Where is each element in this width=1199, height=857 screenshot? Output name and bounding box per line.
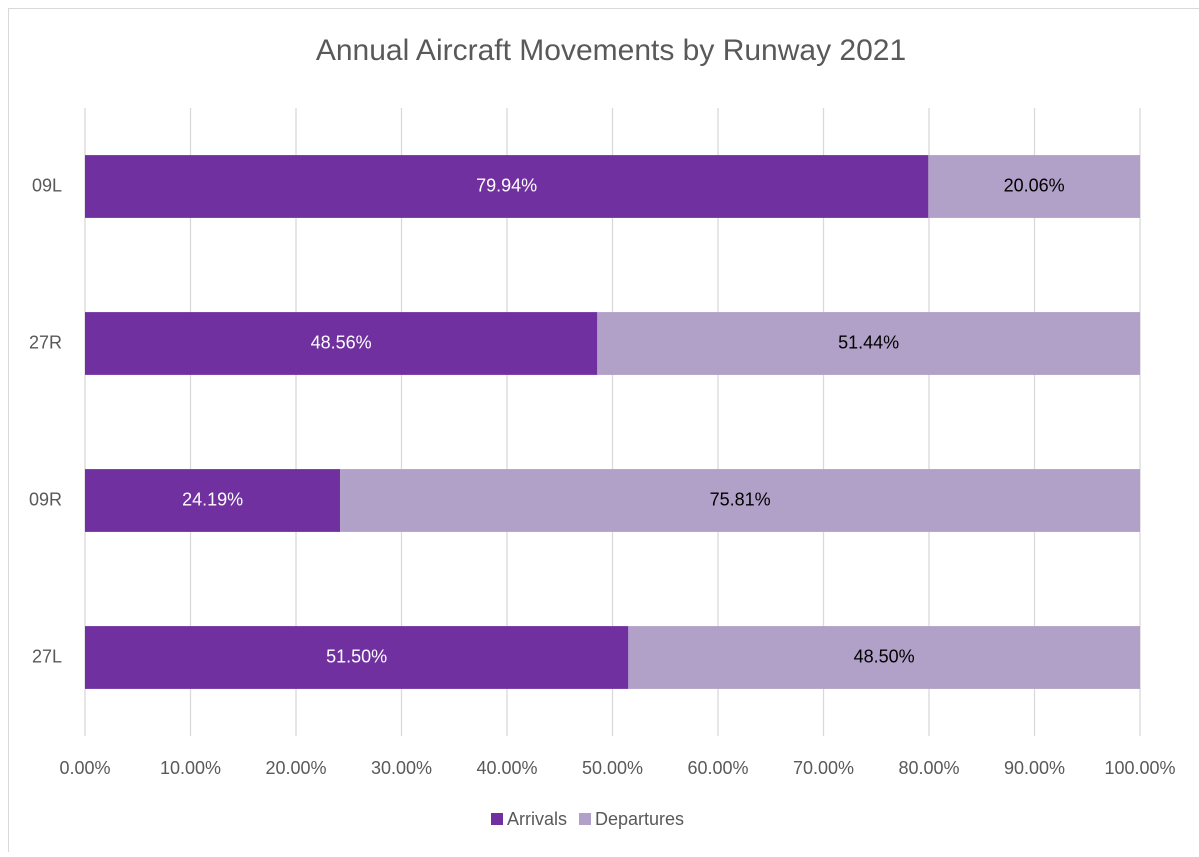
x-tick-label: 70.00% — [793, 758, 854, 778]
legend-label: Departures — [595, 809, 684, 829]
y-tick-label: 09R — [29, 489, 62, 509]
y-tick-label: 27L — [32, 646, 62, 666]
x-tick-label: 10.00% — [160, 758, 221, 778]
legend-swatch — [579, 813, 591, 825]
data-label: 79.94% — [476, 175, 537, 195]
x-tick-label: 100.00% — [1104, 758, 1175, 778]
x-tick-label: 90.00% — [1004, 758, 1065, 778]
x-tick-label: 80.00% — [898, 758, 959, 778]
x-tick-label: 20.00% — [265, 758, 326, 778]
data-label: 20.06% — [1004, 175, 1065, 195]
x-tick-label: 0.00% — [59, 758, 110, 778]
data-label: 48.50% — [854, 646, 915, 666]
data-label: 24.19% — [182, 489, 243, 509]
x-tick-label: 30.00% — [371, 758, 432, 778]
data-label: 51.44% — [838, 332, 899, 352]
y-tick-label: 09L — [32, 175, 62, 195]
legend-swatch — [491, 813, 503, 825]
legend-label: Arrivals — [507, 809, 567, 829]
x-tick-label: 60.00% — [687, 758, 748, 778]
chart-title: Annual Aircraft Movements by Runway 2021 — [316, 34, 906, 67]
data-label: 48.56% — [311, 332, 372, 352]
data-label: 75.81% — [710, 489, 771, 509]
x-tick-label: 40.00% — [476, 758, 537, 778]
chart-border — [9, 9, 1199, 853]
data-label: 51.50% — [326, 646, 387, 666]
y-tick-label: 27R — [29, 332, 62, 352]
x-tick-label: 50.00% — [582, 758, 643, 778]
